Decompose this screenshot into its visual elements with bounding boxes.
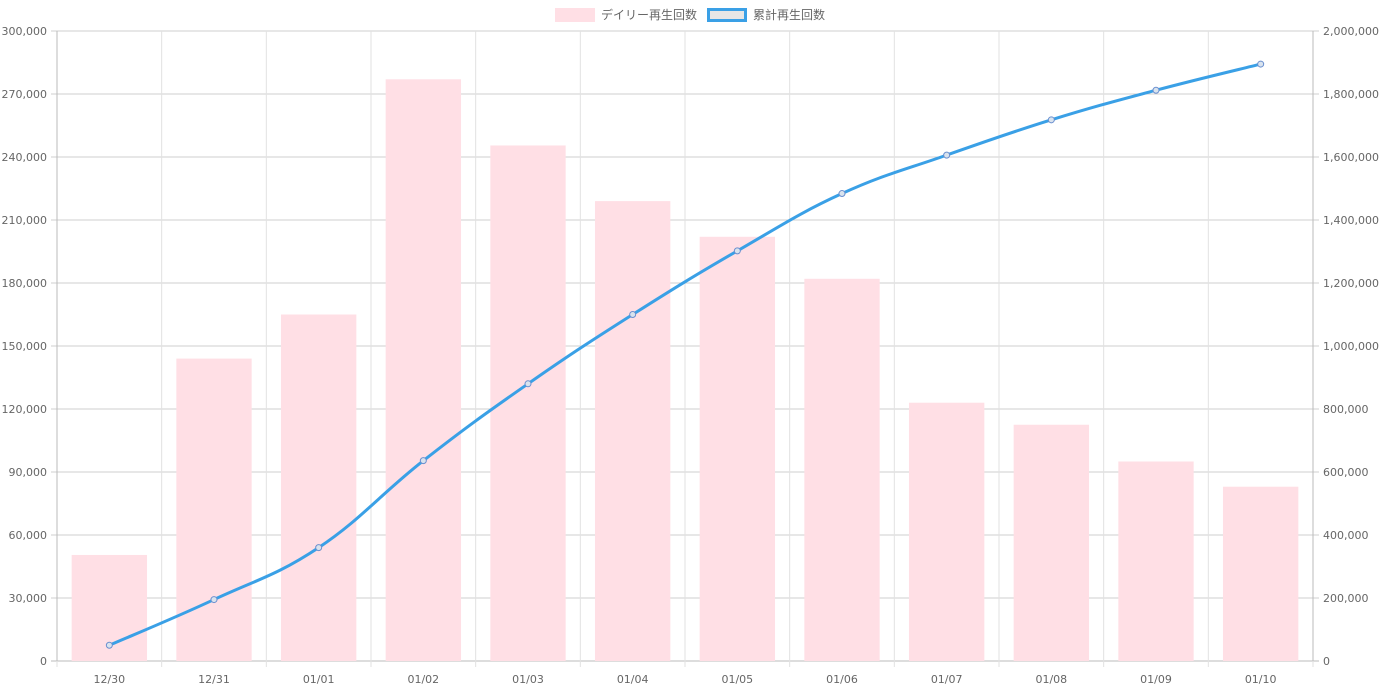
point-cumulative[interactable]	[943, 151, 951, 159]
bar-daily[interactable]	[1013, 424, 1090, 661]
point-cumulative[interactable]	[838, 190, 846, 198]
line-cumulative	[108, 62, 1262, 647]
legend-item-daily[interactable]: デイリー再生回数	[554, 6, 697, 23]
y-left-tick-label: 90,000	[9, 466, 48, 479]
y-left-tick-label: 150,000	[2, 340, 48, 353]
bar-daily[interactable]	[1222, 486, 1299, 661]
y-right-tick-label: 0	[1323, 655, 1330, 668]
y-right-tick-label: 800,000	[1323, 403, 1369, 416]
y-right-tick-label: 2,000,000	[1323, 25, 1379, 38]
bar-daily[interactable]	[385, 79, 462, 662]
y-right-tick-label: 1,400,000	[1323, 214, 1379, 227]
y-right-tick-label: 200,000	[1323, 592, 1369, 605]
legend-label-cumulative: 累計再生回数	[753, 8, 826, 22]
bar-daily[interactable]	[280, 314, 357, 662]
y-right-tick-label: 1,000,000	[1323, 340, 1379, 353]
legend-label-daily: デイリー再生回数	[600, 8, 697, 22]
x-tick-label: 01/04	[617, 673, 649, 686]
y-left-tick-label: 120,000	[2, 403, 48, 416]
y-left-tick-label: 180,000	[2, 277, 48, 290]
x-tick-label: 01/07	[931, 673, 963, 686]
x-tick-label: 01/02	[407, 673, 439, 686]
y-right-tick-label: 1,600,000	[1323, 151, 1379, 164]
y-right-tick-label: 1,800,000	[1323, 88, 1379, 101]
legend-item-cumulative[interactable]: 累計再生回数	[707, 6, 825, 23]
y-left-tick-label: 270,000	[2, 88, 48, 101]
point-cumulative[interactable]	[733, 247, 741, 255]
point-cumulative[interactable]	[1257, 60, 1265, 68]
point-cumulative[interactable]	[524, 380, 532, 388]
y-right-tick-label: 400,000	[1323, 529, 1369, 542]
y-left-tick-label: 30,000	[9, 592, 48, 605]
y-left-tick-label: 210,000	[2, 214, 48, 227]
y-left-tick-label: 240,000	[2, 151, 48, 164]
point-cumulative[interactable]	[629, 311, 637, 318]
x-tick-label: 01/01	[303, 673, 335, 686]
point-cumulative[interactable]	[105, 641, 113, 649]
point-cumulative[interactable]	[315, 544, 323, 552]
x-tick-label: 01/08	[1035, 673, 1067, 686]
y-left-tick-label: 60,000	[9, 529, 48, 542]
point-cumulative[interactable]	[1047, 116, 1055, 124]
y-right-tick-label: 600,000	[1323, 466, 1369, 479]
point-cumulative[interactable]	[419, 457, 427, 465]
x-tick-label: 01/05	[721, 673, 753, 686]
x-tick-label: 12/31	[198, 673, 230, 686]
bar-daily[interactable]	[699, 236, 776, 662]
point-cumulative[interactable]	[210, 596, 218, 604]
bar-daily[interactable]	[176, 358, 252, 661]
legend-swatch-daily	[554, 7, 595, 22]
point-cumulative[interactable]	[1152, 86, 1160, 94]
bar-daily[interactable]	[594, 201, 671, 661]
legend: デイリー再生回数 累計再生回数	[0, 6, 1380, 23]
x-tick-label: 12/30	[93, 673, 125, 686]
bar-daily[interactable]	[1118, 461, 1194, 662]
x-tick-label: 01/06	[826, 673, 858, 686]
x-tick-label: 01/09	[1140, 673, 1172, 686]
y-left-tick-label: 0	[40, 655, 47, 668]
x-tick-label: 01/10	[1245, 673, 1277, 686]
legend-swatch-cumulative	[707, 7, 747, 22]
bar-daily[interactable]	[908, 402, 985, 661]
y-left-tick-label: 300,000	[2, 25, 48, 38]
y-right-tick-label: 1,200,000	[1323, 277, 1379, 290]
x-tick-label: 01/03	[512, 673, 544, 686]
bar-daily[interactable]	[804, 278, 880, 661]
